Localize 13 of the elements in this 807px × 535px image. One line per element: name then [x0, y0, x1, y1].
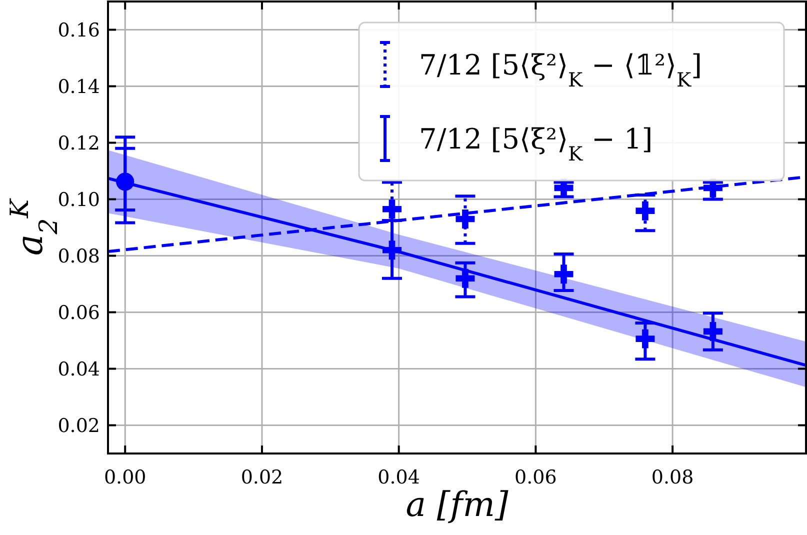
legend-label: 7/12 [5⟨ξ²⟩$_{K}$ − ⟨𝟙²⟩$_{K}$]: [419, 48, 702, 91]
x-tick-label: 0.00: [104, 466, 146, 488]
y-tick-label: 0.10: [58, 188, 100, 211]
x-tick-label: 0.06: [514, 466, 557, 488]
x-tick-label: 0.08: [651, 466, 694, 488]
x-tick-label: 0.02: [240, 466, 284, 488]
y-tick-label: 0.02: [58, 414, 100, 437]
y-tick-label: 0.14: [58, 76, 100, 98]
y-tick-label: 0.04: [58, 358, 100, 380]
y-tick-label: 0.06: [58, 302, 100, 324]
y-tick-label: 0.16: [58, 19, 100, 42]
legend-label: 7/12 [5⟨ξ²⟩$_{K}$ − 1]: [419, 122, 653, 165]
y-tick-label: 0.12: [58, 132, 100, 154]
